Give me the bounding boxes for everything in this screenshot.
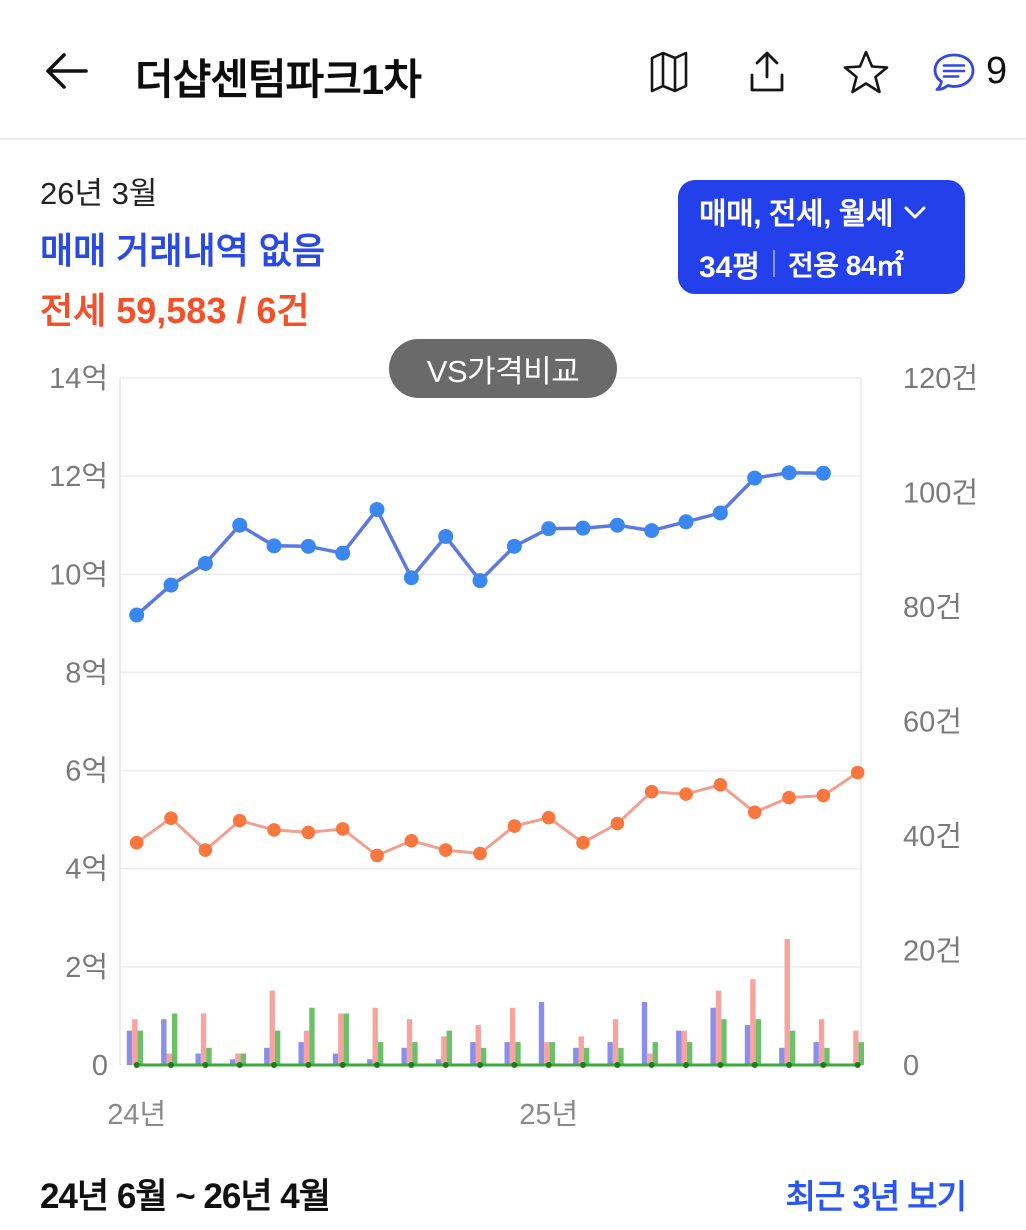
header-divider <box>0 138 1026 140</box>
favorite-star-icon[interactable] <box>842 48 890 96</box>
svg-text:40건: 40건 <box>903 821 962 853</box>
svg-text:10억: 10억 <box>49 559 108 591</box>
gridlines <box>119 377 862 1065</box>
chart-canvas: 14억 12억 10억 8억 6억 4억 2억 0 120건 100건 80건 60건 40건 20건 0 2… <box>49 363 978 1131</box>
svg-text:0: 0 <box>903 1050 919 1082</box>
x-axis-labels: 24년 25년 <box>107 1099 578 1131</box>
bars-1 <box>132 939 859 1065</box>
header-bar: 더샵센텀파크1차 9 <box>0 0 1026 138</box>
svg-text:6억: 6억 <box>65 756 108 788</box>
svg-text:80건: 80건 <box>903 592 962 624</box>
recent-3years-link[interactable]: 최근 3년 보기 <box>785 1178 967 1215</box>
page-title: 더샵센텀파크1차 <box>135 56 422 103</box>
filter-types-label: 매매, 전세, 월세 <box>699 197 893 231</box>
line-0 <box>129 465 831 623</box>
chevron-down-icon <box>904 206 926 219</box>
bars-2 <box>137 1007 864 1065</box>
svg-text:0: 0 <box>92 1050 108 1082</box>
svg-text:14억: 14억 <box>49 363 108 395</box>
comment-count: 9 <box>986 50 1008 92</box>
line-2 <box>133 1062 861 1068</box>
svg-text:120건: 120건 <box>903 363 978 395</box>
vs-price-compare-button[interactable]: VS가격비교 <box>389 339 617 398</box>
filter-area-label: 전용 84㎡ <box>787 249 904 281</box>
price-volume-chart: 14억 12억 10억 8억 6억 4억 2억 0 120건 100건 80건 60건 40건 20건 0 2… <box>49 339 978 1131</box>
svg-text:12억: 12억 <box>49 461 108 493</box>
svg-text:4억: 4억 <box>65 854 108 886</box>
share-icon[interactable] <box>743 48 791 96</box>
bars-0 <box>126 1002 819 1065</box>
comment-bubble-icon[interactable] <box>930 48 978 96</box>
svg-text:24년: 24년 <box>107 1099 166 1131</box>
line-1 <box>129 765 865 863</box>
svg-text:8억: 8억 <box>65 657 108 689</box>
date-range-label: 24년 6월 ~ 26년 4월 <box>40 1177 331 1216</box>
summary-sale-status: 매매 거래내역 없음 <box>40 230 325 271</box>
summary-month-label: 26년 3월 <box>40 176 158 211</box>
trade-type-filter-button[interactable]: 매매, 전세, 월세 34평 전용 84㎡ <box>678 180 965 294</box>
svg-text:60건: 60건 <box>903 707 962 739</box>
back-button[interactable] <box>42 50 90 92</box>
svg-text:25년: 25년 <box>519 1099 578 1131</box>
filter-divider <box>772 250 775 277</box>
left-axis-labels: 14억 12억 10억 8억 6억 4억 2억 0 <box>49 363 108 1082</box>
svg-text:20건: 20건 <box>903 936 962 968</box>
right-axis-labels: 120건 100건 80건 60건 40건 20건 0 <box>903 363 978 1082</box>
svg-text:2억: 2억 <box>65 952 108 984</box>
filter-pyeong-label: 34평 <box>699 250 760 284</box>
summary-jeonse-status: 전세 59,583 / 6건 <box>40 290 310 331</box>
map-icon[interactable] <box>645 48 693 96</box>
svg-text:100건: 100건 <box>903 478 978 510</box>
